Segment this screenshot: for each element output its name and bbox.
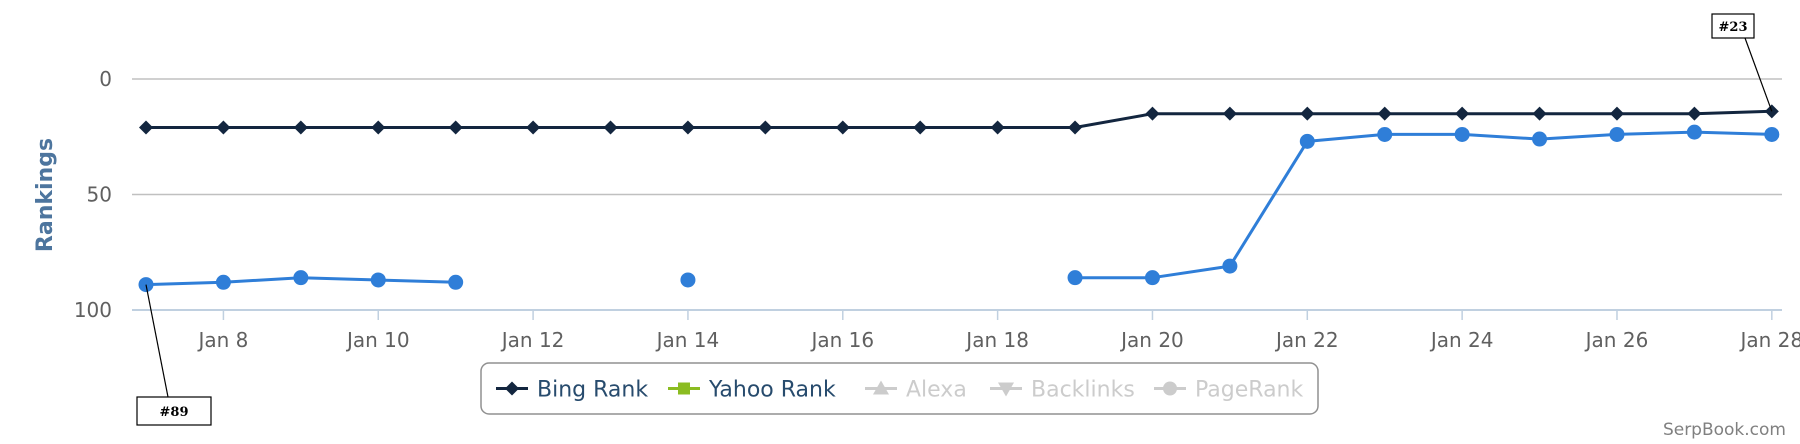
series-line-1 [1075,130,1772,280]
data-point-series-0[interactable] [1222,106,1237,121]
series-line-0 [146,109,1772,129]
legend-item-3[interactable]: Backlinks [1031,378,1135,403]
data-point-series-0[interactable] [371,120,386,135]
legend-marker-triangle-down[interactable] [998,382,1014,397]
data-point-series-0[interactable] [1455,106,1470,121]
data-point-series-0[interactable] [1300,106,1315,121]
data-point-series-0[interactable] [990,120,1005,135]
x-tick-label: Jan 12 [500,328,565,352]
legend-item-0[interactable]: Bing Rank [537,378,648,403]
data-point-series-1[interactable] [1222,258,1238,274]
data-point-series-1[interactable] [1609,126,1625,142]
data-point-series-0[interactable] [293,120,308,135]
data-point-series-0[interactable] [1377,106,1392,121]
data-point-series-1[interactable] [215,274,231,290]
legend-marker-square[interactable] [678,382,690,395]
annotation-leader [1744,37,1773,112]
data-point-series-1[interactable] [1686,124,1702,140]
data-point-series-0[interactable] [526,120,541,135]
x-tick-label: Jan 10 [345,328,410,352]
annotation-leader [145,284,169,398]
data-point-series-1[interactable] [1764,126,1780,142]
data-point-series-1[interactable] [448,274,464,290]
data-point-series-1[interactable] [1144,270,1160,286]
annotation-label: #23 [1719,20,1748,35]
data-point-series-0[interactable] [1532,106,1547,121]
data-point-series-1[interactable] [1067,270,1083,286]
legend-marker-diamond[interactable] [505,381,519,396]
legend-box [480,362,1319,415]
x-tick-label: Jan 24 [1429,328,1494,352]
data-point-series-1[interactable] [370,272,386,288]
y-tick-label: 100 [74,298,112,322]
x-tick-label: Jan 22 [1274,328,1339,352]
legend-item-4[interactable]: PageRank [1195,378,1303,403]
data-point-series-0[interactable] [603,120,618,135]
legend-item-1[interactable]: Yahoo Rank [708,378,836,403]
legend-item-2[interactable]: Alexa [906,378,967,403]
x-tick-label: Jan 20 [1119,328,1184,352]
annotation-box [1711,13,1755,39]
data-point-series-0[interactable] [1145,106,1160,121]
data-point-series-0[interactable] [1068,120,1083,135]
data-point-series-0[interactable] [139,120,153,135]
x-tick-label: Jan 18 [964,328,1029,352]
data-point-series-1[interactable] [293,270,309,286]
credit-link[interactable]: SerpBook.com [1663,420,1786,440]
data-point-series-0[interactable] [758,120,773,135]
x-tick-label: Jan 26 [1584,328,1649,352]
data-point-series-1[interactable] [1299,133,1315,149]
x-tick-label: Jan 16 [809,328,874,352]
x-tick-label: Jan 8 [196,328,248,352]
data-point-series-0[interactable] [1609,106,1624,121]
data-point-series-0[interactable] [448,120,463,135]
x-tick-label: Jan 14 [655,328,720,352]
data-point-series-1[interactable] [680,272,696,288]
legend-marker-circle[interactable] [1163,381,1177,396]
y-axis-title: Rankings [33,138,58,252]
legend-marker-triangle[interactable] [873,380,889,395]
annotation-box [136,396,212,426]
data-point-series-0[interactable] [913,120,928,135]
data-point-series-1[interactable] [1454,126,1470,142]
data-point-series-0[interactable] [216,120,231,135]
data-point-series-0[interactable] [1687,106,1702,121]
annotation-label: #89 [160,405,189,420]
data-point-series-0[interactable] [680,120,695,135]
data-point-series-1[interactable] [1377,126,1393,142]
data-point-series-1[interactable] [1532,131,1548,147]
data-point-series-0[interactable] [835,120,850,135]
y-tick-label: 0 [99,67,112,91]
y-tick-label: 50 [87,183,112,207]
x-tick-label: Jan 28 [1738,328,1800,352]
